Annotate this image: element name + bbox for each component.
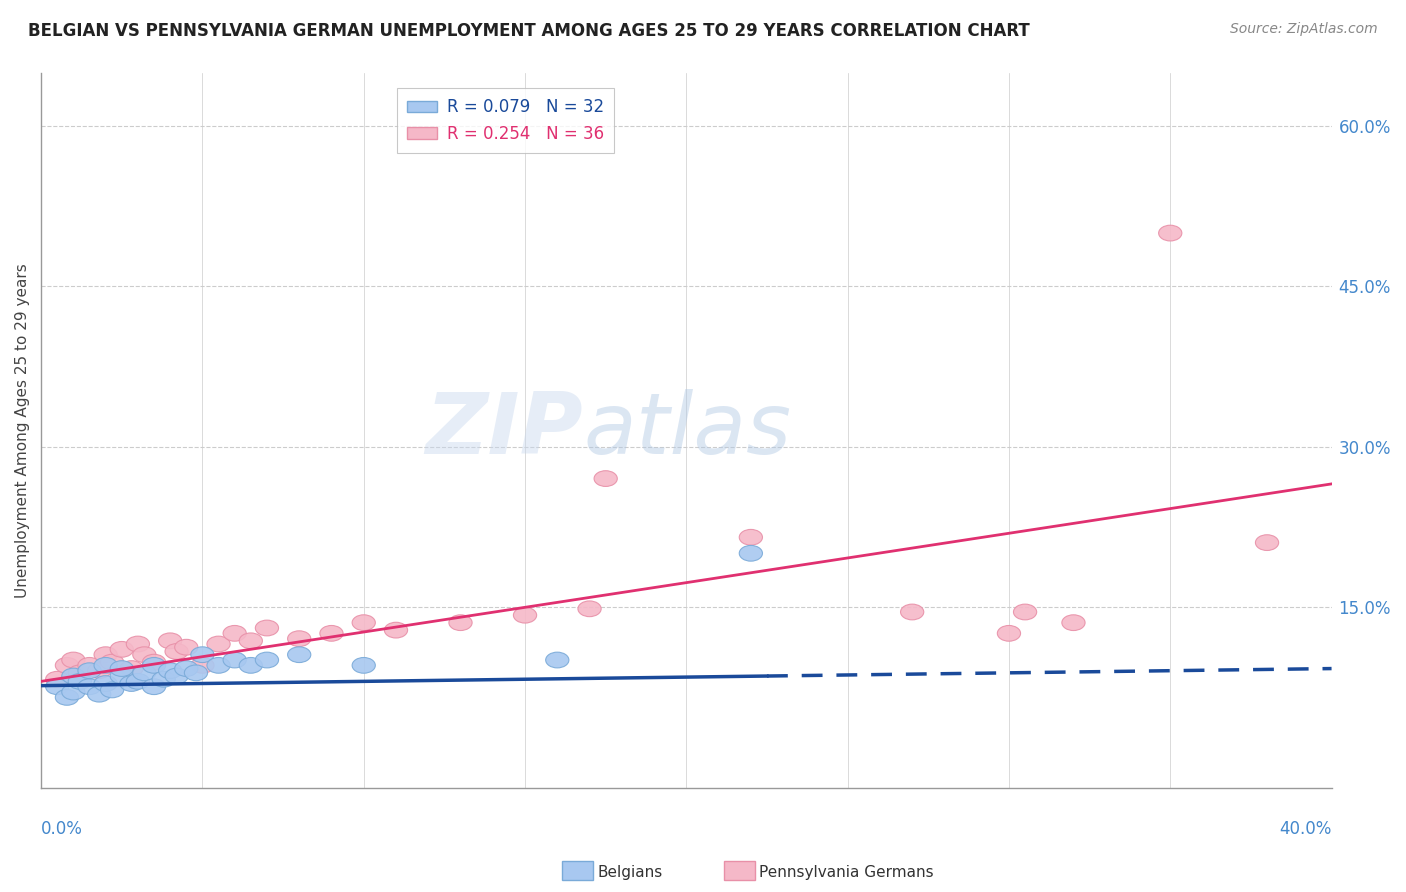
Ellipse shape	[110, 661, 134, 676]
Ellipse shape	[62, 684, 84, 700]
Ellipse shape	[77, 679, 101, 695]
Ellipse shape	[127, 673, 149, 690]
Text: BELGIAN VS PENNSYLVANIA GERMAN UNEMPLOYMENT AMONG AGES 25 TO 29 YEARS CORRELATIO: BELGIAN VS PENNSYLVANIA GERMAN UNEMPLOYM…	[28, 22, 1029, 40]
Ellipse shape	[1062, 615, 1085, 631]
Ellipse shape	[77, 663, 101, 679]
Ellipse shape	[224, 652, 246, 668]
Ellipse shape	[997, 625, 1021, 641]
Text: Pennsylvania Germans: Pennsylvania Germans	[759, 865, 934, 880]
Ellipse shape	[94, 657, 117, 673]
Ellipse shape	[142, 655, 166, 670]
Ellipse shape	[319, 625, 343, 641]
Text: Belgians: Belgians	[598, 865, 662, 880]
Ellipse shape	[352, 657, 375, 673]
Ellipse shape	[45, 679, 69, 695]
Text: ZIP: ZIP	[426, 389, 583, 472]
Ellipse shape	[207, 657, 231, 673]
Text: 40.0%: 40.0%	[1279, 820, 1331, 838]
Ellipse shape	[174, 661, 198, 676]
Ellipse shape	[69, 665, 91, 681]
Ellipse shape	[62, 652, 84, 668]
Ellipse shape	[239, 657, 263, 673]
Text: Source: ZipAtlas.com: Source: ZipAtlas.com	[1230, 22, 1378, 37]
Ellipse shape	[55, 690, 79, 706]
Ellipse shape	[94, 675, 117, 691]
Ellipse shape	[191, 657, 214, 673]
Text: 0.0%: 0.0%	[41, 820, 83, 838]
Ellipse shape	[1014, 604, 1036, 620]
Ellipse shape	[94, 647, 117, 663]
Ellipse shape	[174, 640, 198, 655]
Ellipse shape	[224, 625, 246, 641]
Legend: R = 0.079   N = 32, R = 0.254   N = 36: R = 0.079 N = 32, R = 0.254 N = 36	[396, 88, 614, 153]
Ellipse shape	[239, 633, 263, 648]
Ellipse shape	[132, 665, 156, 681]
Ellipse shape	[152, 672, 176, 687]
Ellipse shape	[87, 686, 111, 702]
Ellipse shape	[256, 620, 278, 636]
Ellipse shape	[159, 633, 181, 648]
Ellipse shape	[110, 641, 134, 657]
Ellipse shape	[288, 647, 311, 663]
Ellipse shape	[578, 601, 602, 616]
Ellipse shape	[1159, 225, 1182, 241]
Ellipse shape	[184, 665, 208, 681]
Ellipse shape	[384, 623, 408, 638]
Ellipse shape	[207, 636, 231, 652]
Ellipse shape	[87, 663, 111, 679]
Text: atlas: atlas	[583, 389, 792, 472]
Ellipse shape	[100, 682, 124, 698]
Ellipse shape	[740, 530, 762, 545]
Ellipse shape	[256, 652, 278, 668]
Ellipse shape	[191, 647, 214, 663]
Y-axis label: Unemployment Among Ages 25 to 29 years: Unemployment Among Ages 25 to 29 years	[15, 263, 30, 598]
Ellipse shape	[110, 668, 134, 684]
Ellipse shape	[142, 657, 166, 673]
Ellipse shape	[740, 545, 762, 561]
Ellipse shape	[449, 615, 472, 631]
Ellipse shape	[165, 668, 188, 684]
Ellipse shape	[120, 675, 143, 691]
Ellipse shape	[595, 471, 617, 486]
Ellipse shape	[69, 673, 91, 690]
Ellipse shape	[159, 663, 181, 679]
Ellipse shape	[1256, 534, 1278, 550]
Ellipse shape	[901, 604, 924, 620]
Ellipse shape	[55, 657, 79, 673]
Ellipse shape	[352, 615, 375, 631]
Ellipse shape	[45, 672, 69, 687]
Ellipse shape	[120, 661, 143, 676]
Ellipse shape	[546, 652, 569, 668]
Ellipse shape	[77, 657, 101, 673]
Ellipse shape	[127, 636, 149, 652]
Ellipse shape	[165, 644, 188, 659]
Ellipse shape	[62, 668, 84, 684]
Ellipse shape	[513, 607, 537, 623]
Ellipse shape	[142, 679, 166, 695]
Ellipse shape	[100, 655, 124, 670]
Ellipse shape	[288, 631, 311, 647]
Ellipse shape	[132, 647, 156, 663]
